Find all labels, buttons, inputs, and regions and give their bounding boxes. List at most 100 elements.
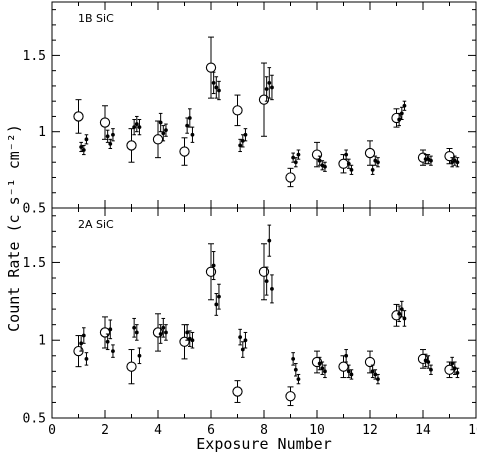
data-point-open bbox=[73, 345, 84, 357]
data-point-filled bbox=[397, 311, 402, 316]
x-tick-label: 4 bbox=[154, 423, 162, 438]
data-point-filled bbox=[105, 134, 110, 139]
data-point-filled bbox=[452, 366, 457, 371]
data-point-filled bbox=[399, 111, 404, 116]
data-point-filled bbox=[293, 367, 298, 372]
data-point-filled bbox=[267, 238, 272, 243]
data-point-open bbox=[258, 266, 270, 277]
data-point-open bbox=[126, 361, 137, 372]
data-point-filled bbox=[426, 360, 431, 364]
marker-background bbox=[365, 148, 375, 158]
data-point-open bbox=[99, 327, 111, 338]
data-point-filled bbox=[79, 341, 84, 346]
x-tick-label: 0 bbox=[48, 423, 56, 438]
data-point-filled bbox=[376, 160, 380, 165]
data-point-filled bbox=[264, 87, 269, 91]
marker-background bbox=[73, 111, 84, 122]
data-point-filled bbox=[270, 286, 274, 291]
data-point-open bbox=[205, 62, 217, 73]
data-point-filled bbox=[217, 88, 221, 93]
data-point-filled bbox=[137, 125, 142, 130]
data-point-filled bbox=[344, 152, 349, 157]
data-point-filled bbox=[108, 142, 113, 146]
marker-background bbox=[232, 386, 243, 397]
panel-label: 1B SiC bbox=[78, 12, 114, 25]
data-point-open bbox=[232, 105, 243, 116]
data-point-filled bbox=[455, 370, 460, 375]
x-tick-label: 8 bbox=[260, 423, 268, 438]
data-point-filled bbox=[190, 132, 195, 137]
data-point-filled bbox=[429, 158, 433, 163]
data-point-filled bbox=[134, 330, 139, 335]
data-point-open bbox=[417, 353, 429, 365]
data-point-filled bbox=[450, 361, 455, 366]
data-point-filled bbox=[349, 372, 354, 377]
data-point-filled bbox=[187, 116, 192, 120]
data-point-filled bbox=[161, 131, 166, 136]
data-point-filled bbox=[323, 164, 327, 169]
panel-2a-sic: 0.5 1 1.5 0 2 4 6 8 10 12 14 16 2A SiC bbox=[23, 207, 477, 438]
y-tick-label: 1 bbox=[38, 334, 46, 349]
data-point-filled bbox=[376, 377, 380, 382]
data-point-filled bbox=[397, 117, 402, 122]
data-point-filled bbox=[185, 123, 190, 128]
data-point-filled bbox=[267, 80, 272, 85]
y-tick-label: 1 bbox=[38, 125, 46, 140]
data-point-filled bbox=[243, 338, 248, 343]
x-tick-label: 2 bbox=[101, 423, 109, 438]
data-point-filled bbox=[217, 294, 221, 299]
data-point-filled bbox=[423, 157, 428, 162]
marker-background bbox=[365, 357, 375, 367]
data-point-filled bbox=[238, 143, 243, 148]
x-axis-title: Exposure Number bbox=[196, 435, 331, 453]
panel-label: 2A SiC bbox=[78, 218, 114, 231]
marker-background bbox=[338, 159, 349, 169]
data-point-filled bbox=[211, 263, 216, 268]
data-point-filled bbox=[79, 145, 84, 149]
data-point-filled bbox=[111, 349, 115, 354]
data-point-filled bbox=[455, 160, 460, 165]
y-tick-label: 1.5 bbox=[23, 256, 46, 271]
data-point-filled bbox=[190, 338, 195, 343]
data-point-filled bbox=[132, 125, 137, 130]
data-point-filled bbox=[402, 103, 407, 108]
data-point-filled bbox=[296, 377, 301, 382]
data-point-open bbox=[232, 386, 243, 397]
data-point-filled bbox=[370, 167, 375, 172]
data-point-filled bbox=[320, 366, 325, 371]
data-point-open bbox=[126, 140, 137, 151]
marker-background bbox=[100, 117, 110, 128]
plot-frame bbox=[51, 207, 477, 419]
data-point-filled bbox=[185, 330, 190, 335]
data-point-filled bbox=[317, 158, 322, 163]
data-point-filled bbox=[164, 128, 168, 133]
data-point-filled bbox=[402, 316, 407, 321]
marker-background bbox=[179, 146, 190, 157]
data-point-filled bbox=[243, 132, 248, 137]
data-point-filled bbox=[399, 307, 404, 312]
data-point-filled bbox=[105, 339, 110, 344]
data-point-filled bbox=[293, 160, 298, 165]
marker-background bbox=[206, 63, 216, 73]
data-point-open bbox=[179, 146, 190, 157]
data-point-filled bbox=[346, 161, 351, 166]
y-tick-label: 1.5 bbox=[23, 49, 46, 64]
data-point-filled bbox=[291, 155, 296, 160]
data-point-open bbox=[338, 361, 349, 372]
data-point-open bbox=[364, 147, 376, 159]
x-tick-label: 10 bbox=[309, 423, 325, 438]
data-point-open bbox=[152, 134, 164, 145]
data-point-filled bbox=[323, 369, 327, 374]
data-point-open bbox=[285, 172, 296, 183]
data-point-filled bbox=[84, 356, 89, 361]
data-point-filled bbox=[240, 138, 245, 143]
data-point-filled bbox=[238, 335, 243, 340]
data-point-open bbox=[391, 310, 402, 321]
marker-background bbox=[232, 105, 243, 115]
y-axis-title: Count Rate (c s⁻¹ cm⁻²) bbox=[5, 124, 23, 332]
data-point-filled bbox=[137, 353, 142, 358]
marker-background bbox=[153, 134, 163, 144]
x-tick-label: 16 bbox=[468, 423, 477, 438]
data-point-filled bbox=[346, 369, 351, 374]
data-point-filled bbox=[264, 279, 269, 284]
